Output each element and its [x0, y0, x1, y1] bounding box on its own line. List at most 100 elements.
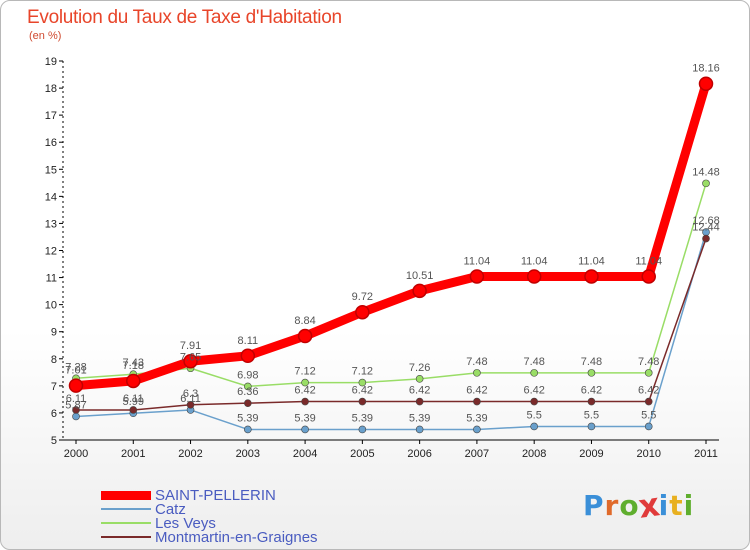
data-label: 7.91: [180, 340, 201, 352]
series-line-3: [75, 237, 707, 411]
data-label: 6.42: [352, 385, 373, 397]
data-label: 6.11: [180, 393, 201, 405]
series-line-1: [75, 231, 707, 431]
data-label: 11.04: [521, 255, 548, 267]
data-point: [355, 304, 370, 320]
data-point: [587, 422, 596, 431]
data-point: [183, 353, 198, 369]
y-tick-label: 14: [45, 191, 57, 203]
data-point: [297, 328, 313, 344]
data-label: 7.48: [523, 356, 544, 368]
data-point: [244, 399, 252, 407]
data-point: [530, 397, 538, 406]
data-point: [473, 369, 481, 377]
data-point: [72, 406, 80, 414]
x-tick-label: 2011: [694, 448, 718, 460]
data-label: 12.68: [692, 215, 720, 227]
data-point: [126, 373, 141, 389]
data-label: 6.42: [409, 385, 430, 397]
data-label: 11.04: [578, 255, 605, 267]
data-label: 9.72: [352, 291, 373, 303]
legend-swatch: [101, 536, 151, 538]
data-label: 6.3: [183, 388, 198, 400]
legend-swatch: [101, 490, 151, 500]
data-point: [68, 378, 84, 393]
series-line-0: [71, 79, 711, 391]
data-label: 5.5: [584, 409, 599, 421]
y-tick-label: 11: [46, 273, 57, 285]
logo-letter: i: [658, 489, 670, 522]
y-tick-label: 18: [45, 83, 57, 95]
data-point: [358, 425, 367, 434]
data-label: 7.48: [466, 356, 487, 368]
series-line-2: [75, 182, 707, 388]
data-label: 5.39: [352, 412, 373, 424]
y-tick-label: 9: [51, 327, 57, 339]
data-label: 5.5: [527, 409, 542, 421]
chart-title: Evolution du Taux de Taxe d'Habitation: [27, 7, 342, 28]
data-label: 7.28: [65, 361, 86, 373]
data-label: 11.04: [635, 255, 662, 267]
x-tick-label: 2006: [407, 448, 431, 460]
data-label: 8.84: [294, 315, 315, 327]
data-point: [244, 425, 252, 434]
data-label: 5.87: [65, 399, 86, 411]
series-points: [68, 76, 714, 434]
data-point: [469, 269, 485, 284]
data-label: 7.12: [352, 366, 373, 378]
x-tick-label: 2008: [522, 448, 546, 460]
data-point: [244, 382, 252, 391]
data-point: [587, 369, 596, 377]
data-label: 12.44: [692, 222, 720, 234]
data-point: [240, 348, 256, 364]
data-label: 6.42: [466, 385, 487, 397]
value-labels: 7.01 7.18 7.91 8.11 8.84 9.72 10.51 11.04 11.04 1…: [65, 63, 719, 425]
data-point: [72, 412, 80, 421]
logo-letter: r: [604, 489, 620, 522]
data-label: 6.11: [66, 393, 87, 405]
data-label: 5.39: [237, 412, 258, 424]
data-point: [473, 425, 481, 434]
legend-label: Catz: [155, 501, 186, 518]
data-point: [644, 397, 653, 406]
x-tick-label: 2002: [178, 448, 202, 460]
x-tick-label: 2001: [121, 448, 145, 460]
data-label: 11.04: [464, 255, 491, 267]
data-label: 7.48: [581, 356, 602, 368]
data-point: [702, 179, 710, 188]
logo-letter: t: [669, 489, 684, 522]
y-tick-label: 19: [45, 56, 57, 68]
data-point: [644, 422, 653, 431]
data-point: [415, 375, 424, 383]
y-tick-label: 15: [45, 164, 57, 176]
data-label: 6.36: [237, 386, 258, 398]
data-point: [301, 425, 309, 434]
chart-subtitle: (en %): [29, 30, 62, 42]
data-label: 7.43: [123, 357, 144, 369]
data-label: 7.18: [123, 360, 144, 372]
data-label: 5.39: [294, 412, 315, 424]
data-label: 7.48: [638, 356, 659, 368]
data-label: 7.26: [409, 362, 430, 374]
legend-swatch: [101, 508, 151, 510]
proxiti-logo: Proxiti: [583, 485, 695, 526]
x-tick-label: 2010: [636, 448, 660, 460]
data-label: 6.11: [123, 393, 144, 405]
y-tick-label: 6: [51, 408, 57, 420]
y-tick-label: 13: [45, 218, 57, 230]
data-point: [644, 369, 653, 377]
data-label: 8.11: [238, 335, 259, 347]
logo-letter: x: [635, 485, 663, 526]
data-point: [473, 397, 481, 406]
data-point: [301, 378, 309, 387]
data-label: 5.39: [466, 412, 487, 424]
data-label: 14.48: [692, 166, 720, 178]
data-label: 7.65: [180, 351, 201, 363]
data-label: 7.12: [294, 366, 315, 378]
y-tick-label: 12: [45, 246, 57, 258]
data-point: [415, 425, 424, 434]
data-point: [129, 406, 138, 414]
logo-letter: i: [683, 489, 695, 522]
data-label: 6.42: [581, 385, 602, 397]
